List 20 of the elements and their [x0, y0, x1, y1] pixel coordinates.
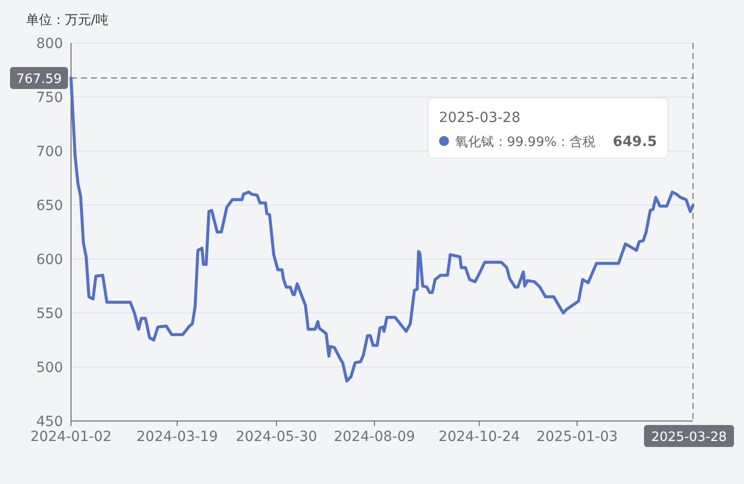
x-tick-label: 2024-01-02 — [30, 429, 112, 445]
annotation: 2025-03-28 — [439, 110, 520, 126]
y-tick-label: 800 — [36, 36, 63, 52]
y-tick-label: 750 — [36, 90, 63, 106]
x-tick-label: 2024-05-30 — [236, 429, 318, 445]
y-tick-label: 650 — [36, 198, 63, 214]
y-tick-label: 500 — [36, 360, 63, 376]
y-tick-label: 700 — [36, 144, 63, 160]
ref-line-label: 767.59 — [16, 72, 62, 88]
y-axis-title: 单位：万元/吨 — [26, 13, 108, 28]
x-tick-label: 2024-10-24 — [438, 429, 520, 445]
x-tick-label: 2025-01-03 — [536, 429, 618, 445]
x-tick-label: 2024-03-19 — [136, 429, 218, 445]
ref-line-label: 2025-03-28 — [651, 430, 727, 445]
y-tick-label: 550 — [36, 306, 63, 322]
annotation: 649.5 — [612, 134, 657, 150]
legend-label: 氧化铽：99.99%：含税 — [455, 135, 596, 150]
y-tick-label: 600 — [36, 252, 63, 268]
x-tick-label: 2024-08-09 — [334, 429, 416, 445]
y-tick-label: 450 — [36, 414, 63, 430]
